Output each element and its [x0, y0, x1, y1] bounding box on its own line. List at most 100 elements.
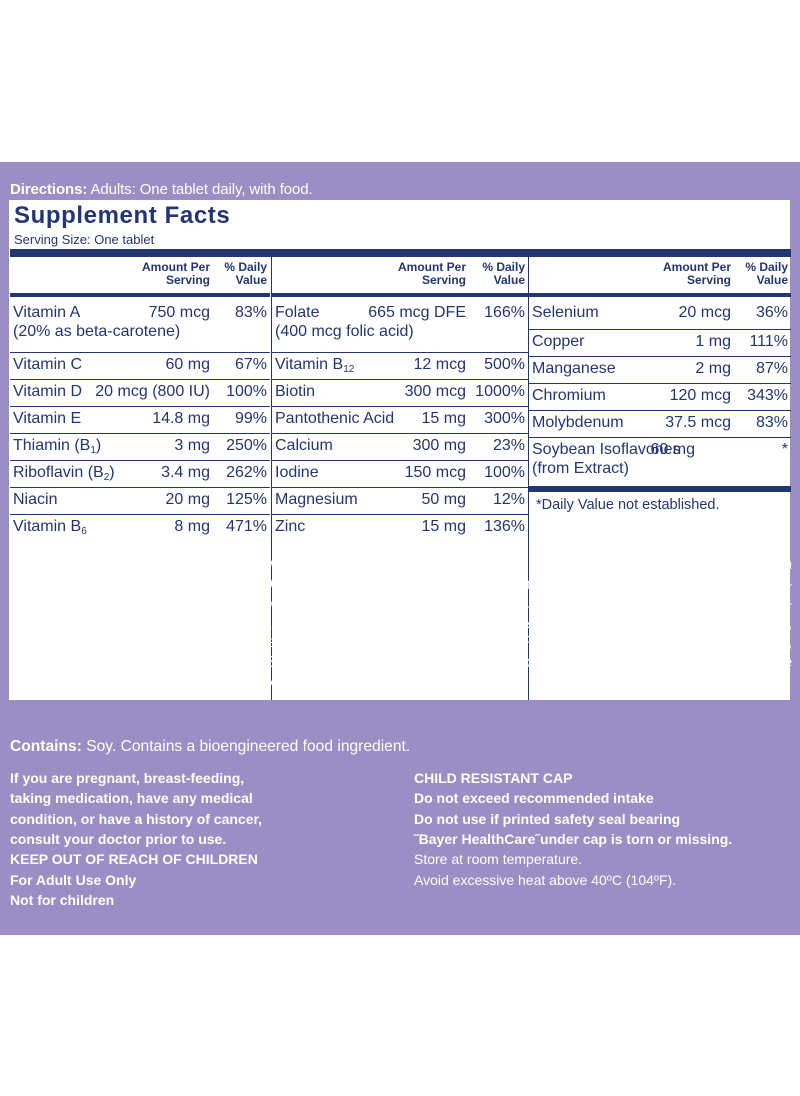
- nutrient-name: Biotin: [275, 383, 316, 400]
- nutrient-amount: 50 mg: [421, 491, 466, 508]
- nutrient-row: Chromium 120 mcg 343%: [529, 384, 791, 411]
- serving-size: Serving Size: One tablet: [14, 232, 155, 247]
- nutrient-amount: 20 mcg: [678, 304, 731, 321]
- nutrient-name: Riboflavin (B2): [13, 464, 115, 483]
- nutrient-name: Vitamin B12: [275, 356, 355, 375]
- header-daily-value: % Daily Value: [745, 260, 788, 287]
- directions: Directions: Adults: One tablet daily, wi…: [10, 181, 313, 198]
- header-amount-per-serving: Amount Per Serving: [141, 260, 210, 287]
- label-panel: Directions: Adults: One tablet daily, wi…: [0, 162, 800, 935]
- footnote-divider-bar: [529, 487, 791, 492]
- nutrient-daily-value: 111%: [749, 333, 788, 350]
- nutrient-daily-value: 36%: [755, 304, 788, 321]
- nutrient-name: Calcium: [275, 437, 333, 454]
- nutrient-amount: 60 mg: [650, 441, 695, 458]
- nutrient-amount: 3 mg: [174, 437, 210, 454]
- header-amount-per-serving: Amount Per Serving: [397, 260, 466, 287]
- nutrient-row: Biotin 300 mcg 1000%: [272, 380, 528, 407]
- nutrient-row: Folate 665 mcg DFE 166% (400 mcg folic acid…: [272, 301, 528, 353]
- nutrient-amount: 150 mcg: [404, 464, 466, 481]
- nutrient-daily-value: 343%: [747, 387, 788, 404]
- warning-line: Do not use if printed safety seal bearin…: [414, 810, 681, 827]
- warning-line: For Adult Use Only: [10, 871, 137, 888]
- nutrient-name: Iodine: [275, 464, 319, 481]
- nutrient-name: Vitamin A: [13, 304, 81, 321]
- nutrient-amount: 120 mcg: [669, 387, 731, 404]
- nutrient-daily-value: 99%: [234, 410, 267, 427]
- nutrient-row: Vitamin B6 8 mg 471%: [10, 515, 270, 542]
- warning-line: CHILD RESISTANT CAP: [414, 770, 573, 786]
- nutrient-amount: 14.8 mg: [152, 410, 210, 427]
- nutrient-daily-value: 87%: [755, 360, 788, 377]
- nutrient-row: Molybdenum 37.5 mcg 83%: [529, 411, 791, 438]
- warning-line: KEEP OUT OF REACH OF CHILDREN: [10, 851, 258, 868]
- nutrient-daily-value: 83%: [234, 304, 267, 321]
- nutrient-amount: 750 mcg: [148, 304, 210, 321]
- column-header: Amount Per Serving % Daily Value: [10, 257, 270, 297]
- nutrient-name: Vitamin B6: [13, 518, 87, 537]
- nutrient-amount: 300 mcg: [404, 383, 466, 400]
- ingredients: Ingredients: Calcium Carbonate, Powdered…: [10, 556, 792, 690]
- nutrient-name: Niacin: [13, 491, 58, 508]
- nutrient-name: Thiamin (B1): [13, 437, 102, 456]
- column-header: Amount Per Serving % Daily Value: [529, 257, 791, 297]
- nutrient-row: Vitamin C 60 mg 67%: [10, 353, 270, 380]
- nutrient-name: Copper: [532, 333, 585, 350]
- nutrient-daily-value: 250%: [226, 437, 267, 454]
- facts-column-3: Amount Per Serving % Daily Value Selenium 20 …: [529, 257, 791, 700]
- nutrient-name: Selenium: [532, 304, 599, 321]
- nutrient-row: Vitamin B12 12 mcg 500%: [272, 353, 528, 380]
- nutrient-subscript: 2: [103, 472, 110, 483]
- storage-line: Store at room temperature.: [414, 851, 583, 868]
- nutrient-detail: (400 mcg folic acid): [275, 323, 414, 340]
- nutrient-daily-value: 12%: [492, 491, 525, 508]
- facts-column-2: Amount Per Serving % Daily Value Folate 665 m…: [272, 257, 528, 700]
- nutrient-subscript: 6: [81, 526, 87, 537]
- nutrient-amount: 665 mcg DFE: [368, 304, 466, 321]
- nutrient-amount: 2 mg: [695, 360, 731, 377]
- daily-value-footnote: *Daily Value not established.: [536, 497, 720, 513]
- nutrient-row: Manganese 2 mg 87%: [529, 357, 791, 384]
- warning-line: ˝Bayer HealthCare˝under cap is torn or m…: [414, 830, 733, 847]
- nutrient-daily-value: 262%: [226, 464, 267, 481]
- warning-line: Do not exceed recommended intake: [414, 790, 654, 807]
- nutrient-daily-value: 83%: [755, 414, 788, 431]
- nutrient-row: Soybean Isoflavones 60 mg * (from Extract): [529, 438, 791, 487]
- nutrient-name: Molybdenum: [532, 414, 624, 431]
- nutrient-amount: 15 mg: [421, 518, 466, 535]
- nutrient-subscript: 1: [90, 445, 96, 456]
- nutrient-amount: 3.4 mg: [161, 464, 210, 481]
- nutrient-daily-value: 125%: [226, 491, 267, 508]
- nutrient-amount: 15 mg: [421, 410, 466, 427]
- nutrient-daily-value: 500%: [484, 356, 525, 373]
- header-daily-value: % Daily Value: [482, 260, 525, 287]
- nutrient-row: Riboflavin (B2) 3.4 mg 262%: [10, 461, 270, 488]
- facts-divider-bar: [10, 249, 791, 257]
- nutrient-amount: 20 mcg (800 IU): [95, 383, 210, 400]
- nutrient-name: Soybean Isoflavones: [532, 441, 681, 458]
- header-amount-per-serving: Amount Per Serving: [662, 260, 731, 287]
- facts-title: Supplement Facts: [14, 202, 231, 229]
- nutrient-amount: 1 mg: [695, 333, 731, 350]
- nutrient-daily-value: *: [781, 441, 788, 458]
- nutrient-amount: 300 mg: [412, 437, 466, 454]
- nutrient-name: Folate: [275, 304, 320, 321]
- nutrient-row: Calcium 300 mg 23%: [272, 434, 528, 461]
- nutrient-row: Magnesium 50 mg 12%: [272, 488, 528, 515]
- warning-line: condition, or have a history of cancer,: [10, 810, 263, 827]
- nutrient-row: Thiamin (B1) 3 mg 250%: [10, 434, 270, 461]
- nutrient-row: Iodine 150 mcg 100%: [272, 461, 528, 488]
- nutrient-row: Pantothenic Acid 15 mg 300%: [272, 407, 528, 434]
- nutrient-amount: 12 mcg: [413, 356, 466, 373]
- nutrient-amount: 8 mg: [174, 518, 210, 535]
- nutrient-name: Manganese: [532, 360, 616, 377]
- nutrient-amount: 60 mg: [165, 356, 210, 373]
- column-divider: [528, 257, 529, 700]
- nutrient-name: Vitamin C: [13, 356, 83, 373]
- nutrient-daily-value: 1000%: [475, 383, 525, 400]
- nutrient-daily-value: 23%: [492, 437, 525, 454]
- column-header: Amount Per Serving % Daily Value: [272, 257, 528, 297]
- nutrient-daily-value: 300%: [484, 410, 525, 427]
- nutrient-row: Vitamin A 750 mcg 83% (20% as beta-carotene…: [10, 301, 270, 353]
- nutrient-amount: 37.5 mcg: [665, 414, 731, 431]
